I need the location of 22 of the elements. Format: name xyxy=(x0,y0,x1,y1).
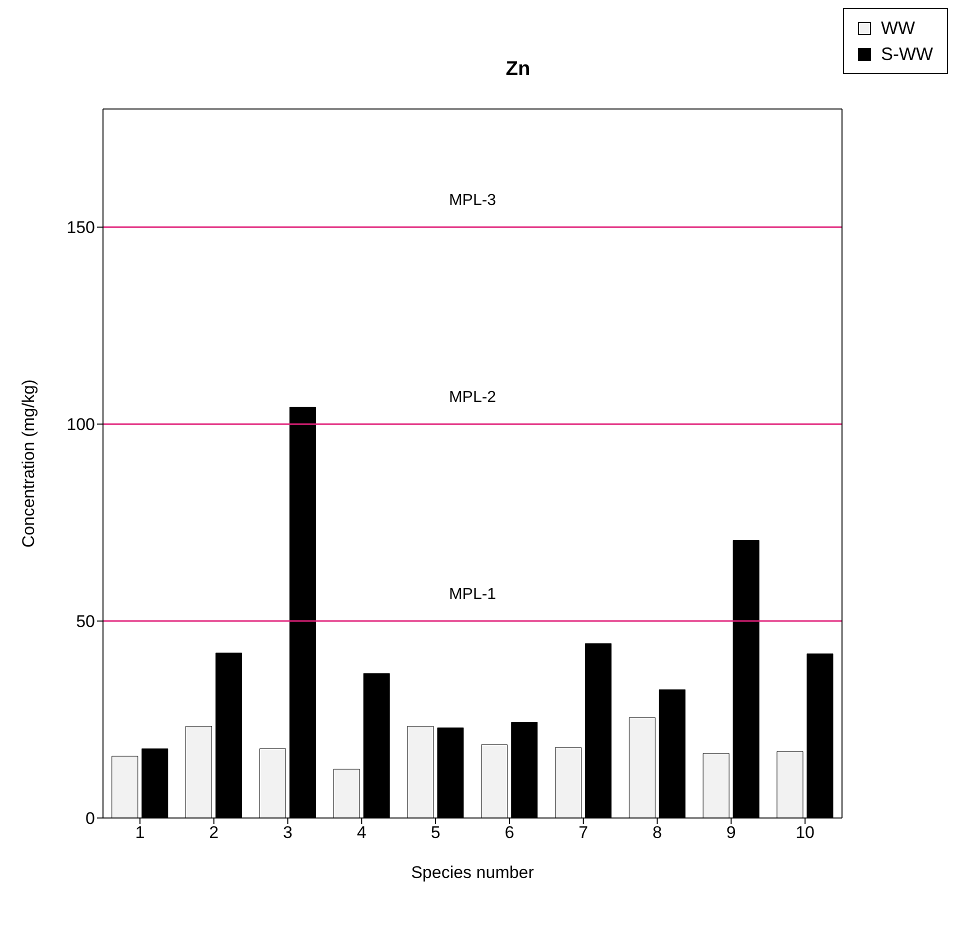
y-tick-label: 50 xyxy=(76,612,95,632)
x-tick-label: 3 xyxy=(283,823,292,842)
legend-label: WW xyxy=(881,17,915,40)
x-tick-label: 2 xyxy=(209,823,219,842)
x-axis-title: Species number xyxy=(411,863,534,882)
ref-line-label: MPL-3 xyxy=(448,192,496,210)
x-tick-label: 7 xyxy=(578,823,588,842)
y-tick-label: 0 xyxy=(86,809,95,828)
y-tick-label: 150 xyxy=(66,218,95,238)
x-tick-label: 4 xyxy=(356,823,366,842)
x-tick-label: 1 xyxy=(135,823,145,842)
x-tick-label: 10 xyxy=(796,823,815,842)
y-axis-title: Concentration (mg/kg) xyxy=(19,379,38,548)
legend-label: S-WW xyxy=(881,43,933,66)
chart-title: Zn xyxy=(506,58,530,80)
x-tick-label: 9 xyxy=(726,823,736,842)
ref-line-label: MPL-1 xyxy=(448,586,496,604)
ref-line-label: MPL-2 xyxy=(448,389,496,406)
x-tick-label: 6 xyxy=(504,823,514,842)
x-tick-label: 5 xyxy=(430,823,440,842)
y-tick-label: 100 xyxy=(66,415,95,434)
x-tick-label: 8 xyxy=(652,823,662,842)
